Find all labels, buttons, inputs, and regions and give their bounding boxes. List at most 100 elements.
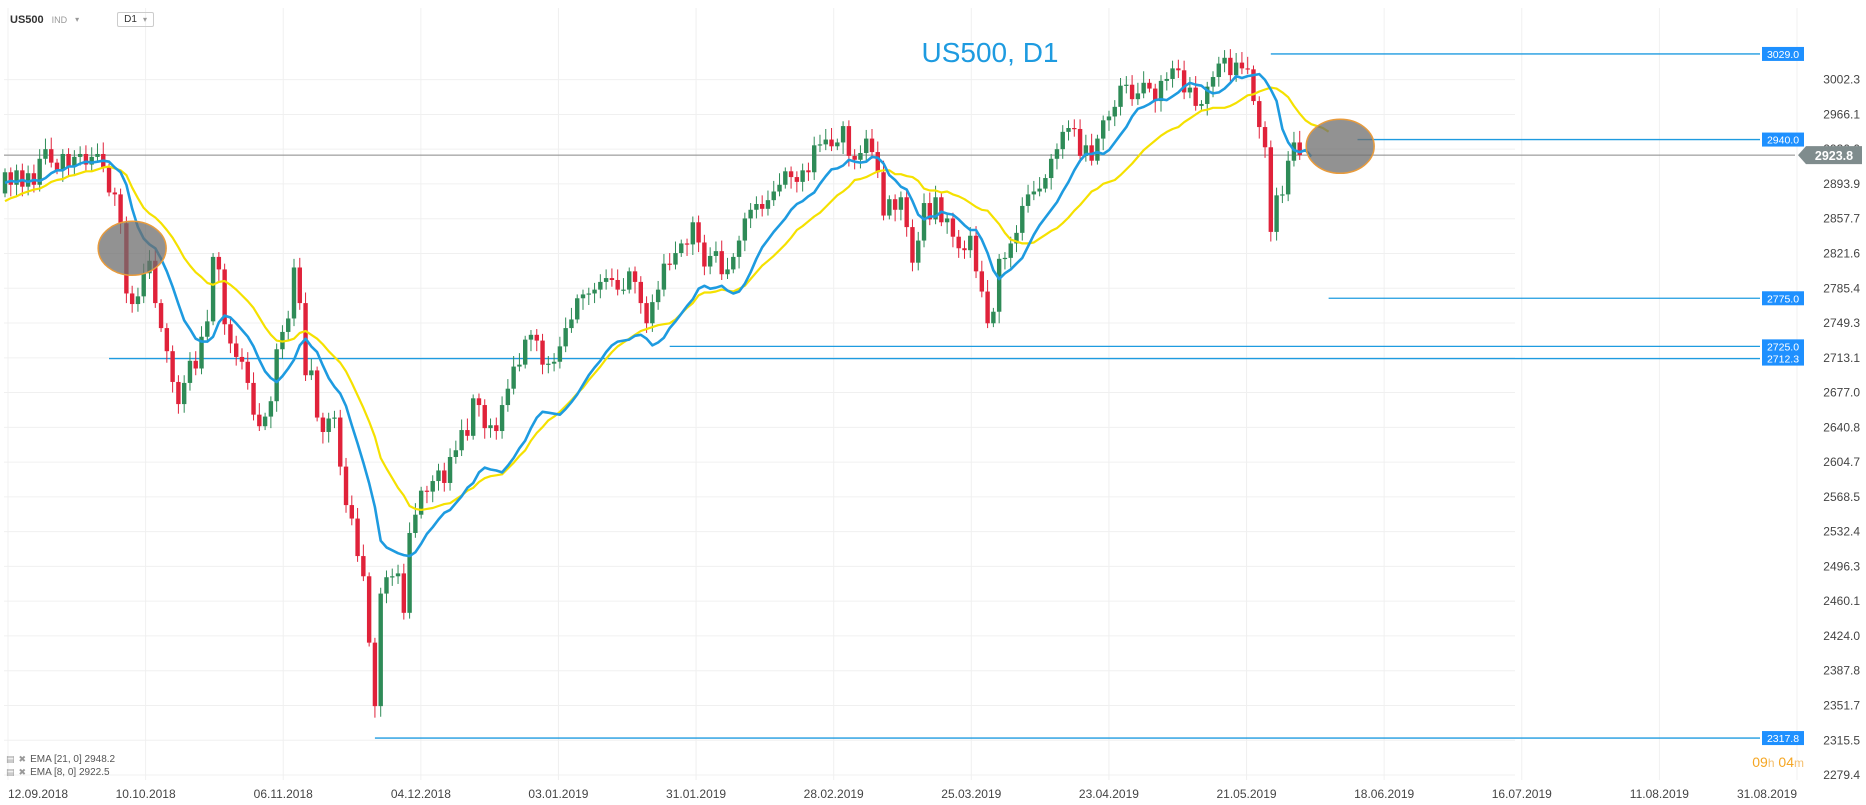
candle-body <box>170 351 175 382</box>
candle-body <box>1245 68 1250 70</box>
x-tick-label: 28.02.2019 <box>804 787 864 801</box>
candle-body <box>320 417 326 432</box>
candle-body <box>823 139 828 145</box>
candle-body <box>979 271 985 292</box>
close-icon[interactable]: ✖ <box>18 767 27 777</box>
candle-body <box>210 256 216 322</box>
y-tick-label: 2279.4 <box>1823 768 1860 782</box>
candle-body <box>447 456 453 483</box>
candle-body <box>66 153 71 167</box>
candle-body <box>846 126 852 156</box>
candle-body <box>939 197 944 223</box>
level-label-bg <box>1762 46 1804 61</box>
candle-body <box>1112 106 1117 117</box>
candle-body <box>424 490 430 492</box>
settings-icon[interactable]: ▤ <box>6 754 15 764</box>
candle-body <box>1285 160 1291 195</box>
candle-body <box>43 149 48 159</box>
candle-body <box>1014 232 1019 244</box>
y-tick-label: 2568.5 <box>1823 490 1860 504</box>
candle-body <box>968 235 973 251</box>
candle-body <box>551 361 557 364</box>
candle-body <box>1170 68 1175 79</box>
market-label: IND <box>51 14 68 25</box>
candle-body <box>251 382 256 415</box>
symbol-label[interactable]: US500 <box>10 13 44 26</box>
candle-body <box>852 155 857 160</box>
y-tick-label: 2785.4 <box>1823 281 1860 295</box>
candle-body <box>262 416 268 427</box>
candle-body <box>615 279 620 290</box>
candle-body <box>338 417 343 467</box>
settings-icon[interactable]: ▤ <box>6 767 15 777</box>
level-label-bg <box>1762 291 1804 306</box>
level-label: 2317.8 <box>1767 733 1799 745</box>
candle-body <box>1095 138 1100 161</box>
candle-body <box>592 289 597 294</box>
candle-body <box>181 382 187 405</box>
level-label: 3029.0 <box>1767 49 1799 61</box>
candle-body <box>372 642 378 707</box>
candle-body <box>875 152 880 173</box>
legend-row-ema8[interactable]: ▤ ✖ EMA [8, 0] 2922.5 <box>6 766 115 779</box>
candle-body <box>25 173 31 187</box>
candle-body <box>557 346 563 362</box>
instrument-toolbar: US500 IND ▾ D1 ▾ <box>10 12 154 27</box>
ema8-line <box>4 72 1313 558</box>
y-tick-label: 2496.3 <box>1823 559 1860 573</box>
candle-body <box>661 263 667 290</box>
candle-body <box>910 227 915 263</box>
candle-body <box>944 218 950 223</box>
timeframe-select[interactable]: D1 ▾ <box>117 12 154 27</box>
candle-body <box>696 222 701 243</box>
candle-body <box>442 470 447 483</box>
candle-body <box>892 199 898 210</box>
y-tick-label: 2387.8 <box>1823 664 1860 678</box>
candle-body <box>1262 127 1268 148</box>
candle-body <box>817 144 823 146</box>
level-label: 2775.0 <box>1767 293 1799 305</box>
candle-body <box>1193 87 1198 106</box>
candle-body <box>1187 87 1193 93</box>
x-tick-label: 06.11.2018 <box>254 787 313 801</box>
candle-body <box>476 398 482 406</box>
candle-body <box>563 328 568 347</box>
candle-body <box>309 370 314 376</box>
candle-body <box>1251 69 1256 102</box>
candle-body <box>72 156 77 167</box>
candle-body <box>528 334 534 340</box>
candle-body <box>684 243 690 245</box>
candle-body <box>725 269 730 275</box>
candle-body <box>1060 131 1065 150</box>
candle-body <box>459 430 464 451</box>
candle-body <box>297 267 302 304</box>
chevron-down-icon[interactable]: ▾ <box>75 15 80 24</box>
y-tick-label: 2966.1 <box>1823 107 1860 121</box>
candle-body <box>378 593 383 707</box>
candle-body <box>702 242 707 267</box>
candlesticks <box>2 49 1302 718</box>
candle-body <box>1066 128 1071 132</box>
candle-body <box>904 197 909 228</box>
x-tick-label: 12.09.2018 <box>8 787 68 801</box>
candle-body <box>754 204 759 210</box>
chevron-down-icon: ▾ <box>142 15 147 24</box>
y-tick-label: 2460.1 <box>1823 594 1860 608</box>
candle-body <box>985 291 990 324</box>
candle-body <box>627 271 632 290</box>
close-icon[interactable]: ✖ <box>18 754 27 764</box>
candle-body <box>765 200 771 209</box>
candle-body <box>864 138 869 154</box>
legend-ema8-text: EMA [8, 0] 2922.5 <box>30 767 110 778</box>
candle-body <box>534 334 539 341</box>
candle-body <box>609 278 615 280</box>
candle-body <box>921 203 927 241</box>
candle-body <box>430 481 435 492</box>
candle-body <box>401 573 407 613</box>
x-tick-label: 31.08.2019 <box>1737 787 1797 801</box>
candle-body <box>731 256 736 270</box>
candle-body <box>673 253 678 265</box>
legend-row-ema21[interactable]: ▤ ✖ EMA [21, 0] 2948.2 <box>6 753 115 766</box>
candle-body <box>644 303 649 324</box>
